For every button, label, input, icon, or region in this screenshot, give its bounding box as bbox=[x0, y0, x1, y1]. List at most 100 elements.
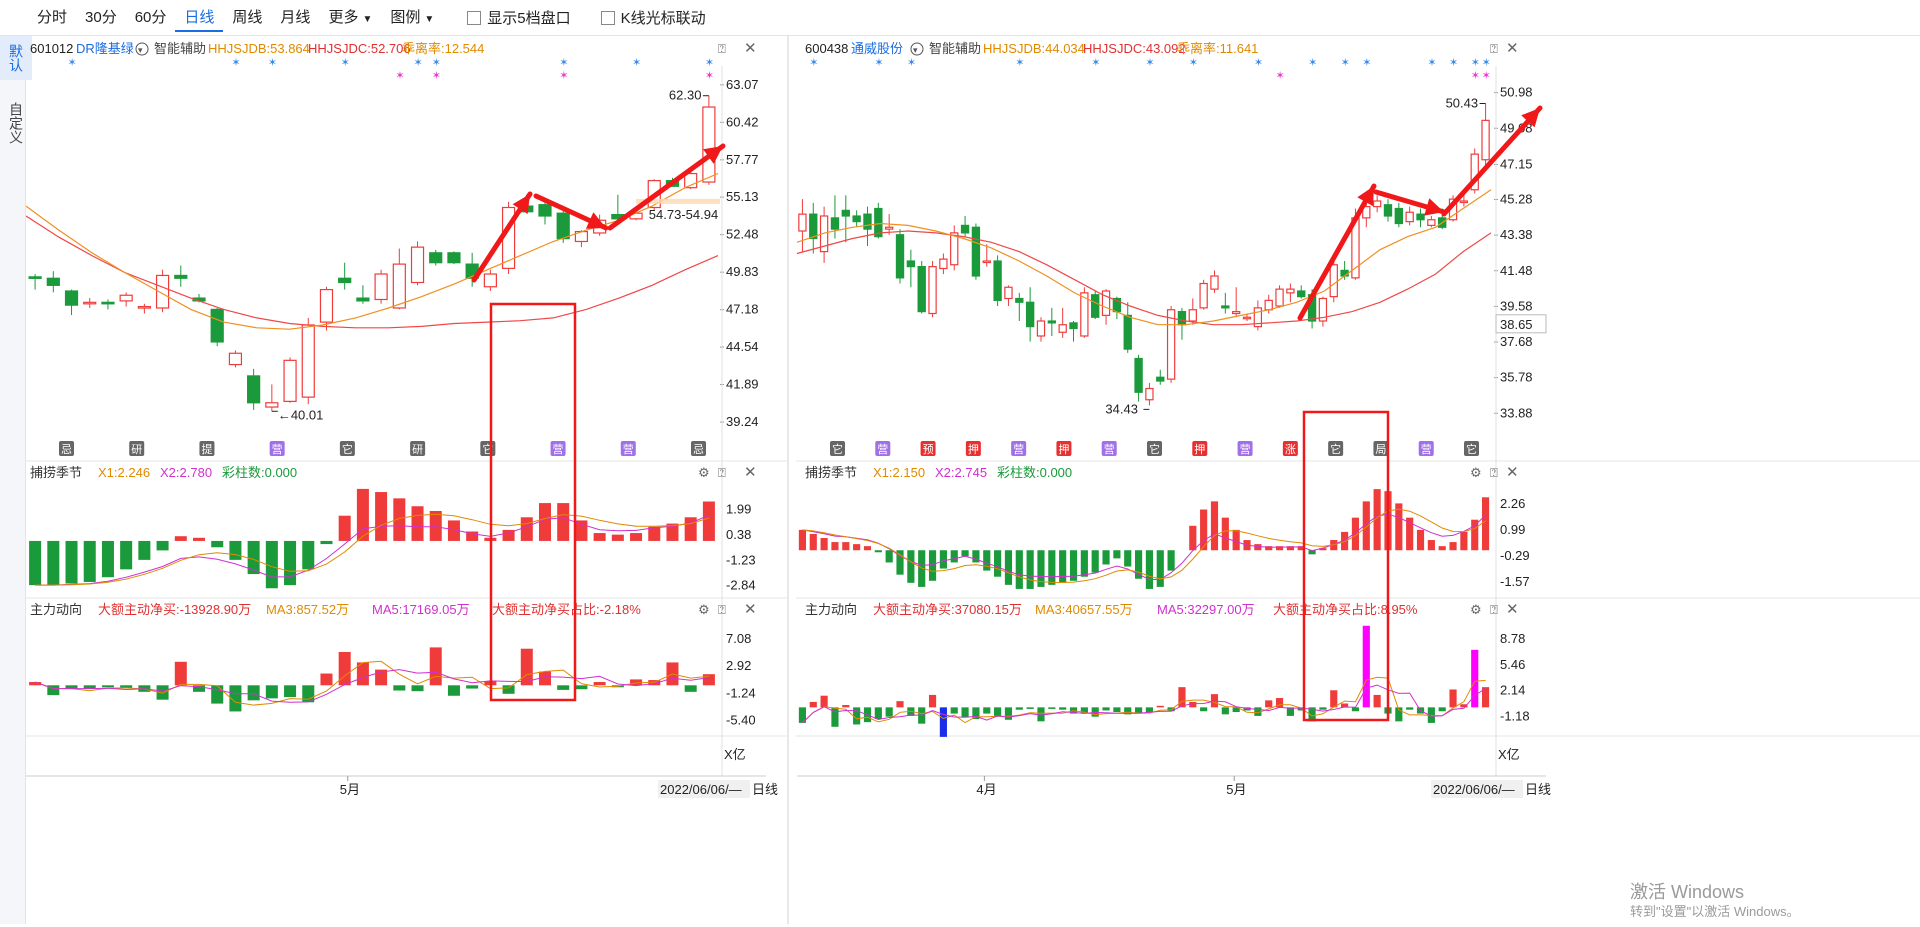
sidebar-tab-default[interactable]: 默认 bbox=[0, 36, 32, 80]
sub1-bar bbox=[429, 510, 442, 541]
sub2-name: 主力动向 bbox=[805, 602, 857, 617]
period-60min[interactable]: 60分 bbox=[134, 8, 167, 26]
sub1-bar bbox=[1254, 544, 1262, 551]
sub1-bar bbox=[29, 540, 42, 586]
candle-body bbox=[982, 260, 991, 264]
candle-body bbox=[410, 246, 425, 284]
kline-link-checkbox[interactable]: K线光标联动 bbox=[600, 7, 706, 28]
sub1-bar bbox=[1134, 550, 1143, 579]
event-icon-label: 营 bbox=[1013, 442, 1024, 456]
sub1-bar bbox=[1004, 550, 1013, 585]
price-tick-label: 52.48 bbox=[726, 227, 759, 242]
candle-body bbox=[319, 288, 334, 323]
sub1-bar bbox=[375, 492, 388, 541]
sub2-bar bbox=[1026, 707, 1034, 709]
sub2-ma-line bbox=[34, 669, 709, 703]
candle-body bbox=[1091, 294, 1100, 318]
sub1-bar bbox=[1297, 546, 1305, 551]
sub2-ma-line bbox=[34, 660, 709, 706]
sub1-bar bbox=[863, 546, 872, 551]
sub2-ratio: 大额主动净买占比:-2.18% bbox=[492, 602, 641, 617]
sub2-bar bbox=[1265, 700, 1273, 708]
period-30min[interactable]: 30分 bbox=[85, 8, 117, 26]
candle-body bbox=[64, 290, 79, 306]
sub1-bar bbox=[1015, 550, 1023, 589]
candle-body bbox=[809, 213, 818, 240]
price-tick-label: 33.88 bbox=[1500, 405, 1533, 420]
signal-star-icon: ✶ bbox=[907, 57, 916, 69]
event-icon bbox=[339, 441, 355, 456]
more-dropdown[interactable]: 更多 ▼ bbox=[319, 4, 381, 32]
sub1-tick-label: -1.23 bbox=[726, 552, 756, 567]
sub1-tick-label: -1.57 bbox=[1500, 574, 1530, 589]
legend-dropdown[interactable]: 图例 ▼ bbox=[381, 4, 443, 32]
sub2-bar bbox=[798, 707, 807, 723]
candle-body bbox=[1036, 320, 1046, 337]
event-icon-label: 营 bbox=[1104, 442, 1115, 456]
candle-body bbox=[798, 213, 807, 232]
sub2-bar bbox=[1015, 707, 1023, 710]
sub1-bar bbox=[1167, 550, 1175, 571]
sub1-bar bbox=[411, 506, 424, 541]
sub2-bar bbox=[684, 685, 697, 692]
kline-link-label: K线光标联动 bbox=[620, 10, 706, 27]
sub1-bar bbox=[83, 540, 96, 582]
sub1-bar bbox=[648, 526, 661, 541]
sub1-bar bbox=[1362, 501, 1370, 551]
high-price-label: 62.30 bbox=[669, 88, 702, 103]
sub1-line bbox=[35, 513, 710, 586]
sub2-bar bbox=[831, 707, 839, 727]
candle-body bbox=[1416, 213, 1425, 221]
event-icon bbox=[199, 441, 215, 456]
sub2-bar bbox=[247, 685, 260, 701]
event-icon bbox=[965, 441, 981, 456]
candle-body bbox=[155, 274, 170, 309]
signal-star-icon: ✶ bbox=[1482, 57, 1491, 69]
period-monthly[interactable]: 月线 bbox=[280, 8, 311, 26]
sub2-ma-line bbox=[802, 684, 1486, 724]
close-icon: ✕ bbox=[1506, 40, 1519, 57]
help-icon: ⍰ bbox=[1490, 465, 1498, 480]
sub1-bar bbox=[1351, 517, 1360, 551]
sub2-bar bbox=[1156, 705, 1164, 708]
candle-body bbox=[1015, 297, 1024, 303]
sub1-bar bbox=[1156, 550, 1164, 587]
close-icon: ✕ bbox=[1506, 601, 1519, 618]
candle-body bbox=[1166, 309, 1176, 380]
event-icon-label: 忌 bbox=[61, 443, 72, 456]
candle-body bbox=[993, 260, 1002, 301]
sub1-bar bbox=[1319, 548, 1327, 551]
sub2-bar bbox=[83, 685, 96, 689]
sub2-bar bbox=[1145, 707, 1154, 713]
settings-icon: ⚙ bbox=[1470, 465, 1482, 480]
annotation-box-left bbox=[489, 302, 577, 702]
event-icon-label: 营 bbox=[1421, 442, 1432, 456]
period-weekly[interactable]: 周线 bbox=[232, 8, 263, 26]
sub1-bar bbox=[1395, 503, 1403, 551]
show5-checkbox[interactable]: 显示5档盘口 bbox=[467, 7, 571, 28]
event-icon bbox=[1418, 441, 1434, 456]
sidebar-tab-custom[interactable]: 自定义 bbox=[8, 102, 24, 144]
annotation-arrow-head bbox=[1357, 186, 1374, 207]
assist-label: 智能辅助 bbox=[929, 41, 981, 56]
signal-star-icon: ✶ bbox=[559, 57, 568, 69]
sub2-bar bbox=[1080, 707, 1088, 714]
help-icon: ⍰ bbox=[718, 41, 726, 56]
sub1-x2: X2:2.745 bbox=[935, 465, 987, 480]
sidebar: 默认 自定义 bbox=[0, 36, 32, 924]
candle-body bbox=[356, 297, 370, 302]
event-icon bbox=[1373, 441, 1389, 456]
sub1-bar bbox=[961, 550, 969, 557]
sub2-bar bbox=[1113, 707, 1121, 713]
sub1-bar bbox=[284, 540, 297, 586]
candle-body bbox=[28, 276, 42, 279]
period-fenshi[interactable]: 分时 bbox=[37, 8, 68, 26]
sub2-bar bbox=[375, 669, 388, 686]
period-daily[interactable]: 日线 bbox=[175, 4, 224, 32]
settings-icon: ⚙ bbox=[698, 465, 710, 480]
chart-canvas[interactable]: 601012 DR隆基绿 ▾ 智能辅助 HHJSJDB:53.864HHJSJDC:52… bbox=[25, 36, 1920, 924]
sub1-tick-label: 1.99 bbox=[726, 502, 751, 517]
signal-star-icon: ✶ bbox=[341, 57, 350, 69]
candle-body bbox=[1275, 288, 1284, 307]
signal-star-icon: ✶ bbox=[1482, 70, 1491, 82]
